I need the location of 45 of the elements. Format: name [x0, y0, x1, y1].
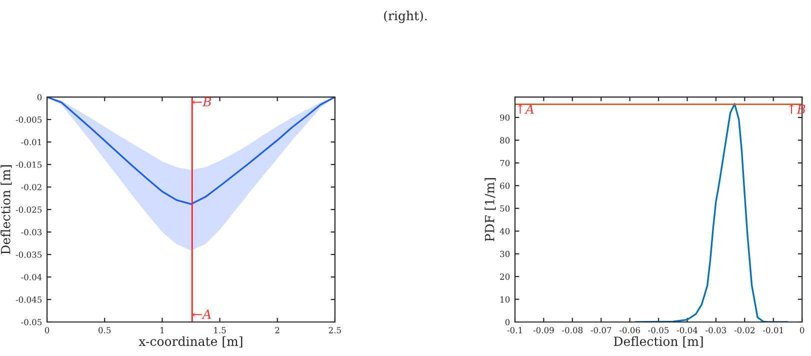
- x-tick-label: 0.5: [98, 327, 111, 334]
- x-axis-title: x-coordinate [m]: [138, 336, 242, 348]
- y-tick-label: 0: [37, 94, 42, 100]
- y-tick-label: 30: [500, 250, 510, 258]
- y-tick-label: 20: [500, 274, 510, 280]
- y-tick-label: 80: [500, 137, 510, 144]
- x-axis-title: Deflection [m]: [614, 336, 703, 348]
- y-tick-label: -0.045: [16, 296, 42, 303]
- y-tick-label: -0.005: [16, 116, 42, 123]
- y-axis-title: PDF [1/m]: [484, 178, 496, 242]
- annotation: ↑A: [518, 104, 534, 114]
- x-tick-label: -0.09: [533, 327, 554, 334]
- y-tick-label: -0.05: [21, 318, 42, 326]
- y-tick-label: -0.035: [16, 251, 42, 258]
- y-tick-label: 40: [500, 228, 510, 234]
- x-tick-label: -0.04: [676, 327, 698, 334]
- y-tick-label: 70: [500, 160, 510, 166]
- x-tick-label: -0.07: [590, 327, 612, 334]
- y-tick-label: -0.025: [16, 206, 42, 213]
- x-tick-label: -0.02: [734, 327, 755, 334]
- x-tick-label: 0: [800, 327, 804, 334]
- line-series: [634, 102, 789, 322]
- y-tick-label: 0: [505, 318, 510, 326]
- x-tick-label: -0.08: [562, 327, 583, 334]
- y-tick-label: -0.015: [16, 161, 42, 168]
- x-tick-label: 0: [44, 327, 50, 334]
- x-tick-label: -0.03: [706, 327, 726, 334]
- y-tick-label: 10: [500, 296, 510, 303]
- y-tick-label: 50: [500, 205, 510, 212]
- x-tick-label: -0.01: [763, 327, 783, 334]
- y-tick-label: -0.03: [21, 228, 42, 236]
- x-tick-label: 2: [275, 327, 280, 334]
- y-tick-label: -0.04: [21, 274, 42, 280]
- x-tick-label: 1.5: [214, 327, 226, 334]
- y-tick-label: 60: [500, 182, 510, 189]
- x-tick-label: -0.06: [620, 327, 640, 334]
- y-tick-label: 90: [500, 114, 510, 121]
- y-axis-title: Deflection [m]: [0, 165, 12, 254]
- x-tick-label: 1: [160, 327, 164, 334]
- x-tick-label: 2.5: [328, 327, 341, 334]
- y-tick-label: -0.02: [21, 184, 42, 190]
- text: (right).: [384, 10, 427, 23]
- x-tick-label: -0.05: [648, 327, 669, 334]
- x-tick-label: -0.1: [507, 327, 522, 334]
- y-tick-label: -0.01: [21, 138, 41, 146]
